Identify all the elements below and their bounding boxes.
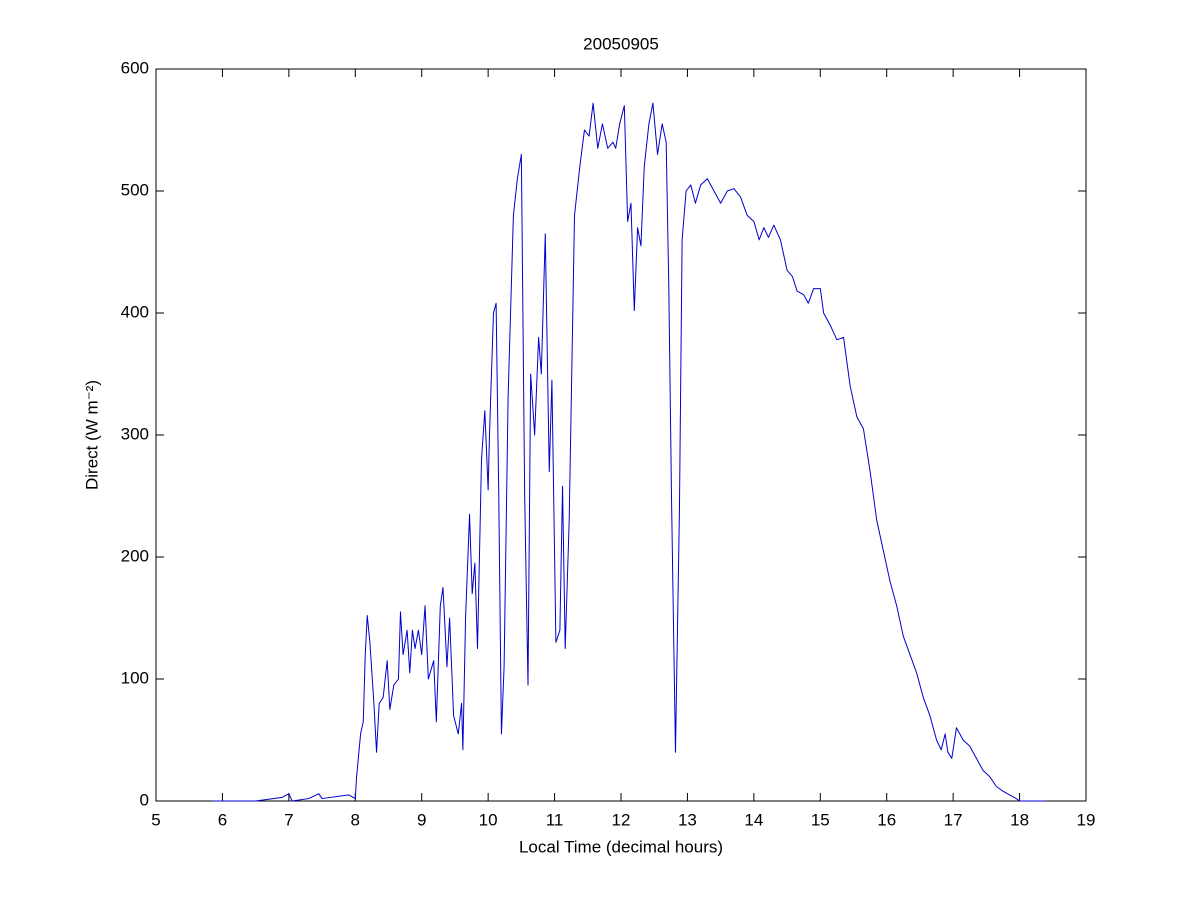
- x-tick-label: 10: [479, 810, 498, 829]
- y-tick-label: 0: [140, 790, 149, 809]
- x-tick-label: 16: [877, 810, 896, 829]
- chart-title: 20050905: [583, 34, 659, 53]
- x-tick-label: 8: [351, 810, 360, 829]
- x-tick-label: 9: [417, 810, 426, 829]
- x-tick-label: 6: [218, 810, 227, 829]
- plot-area: [155, 68, 1087, 802]
- y-tick-label: 200: [121, 546, 149, 565]
- x-tick-label: 5: [151, 810, 160, 829]
- y-tick-label: 400: [121, 302, 149, 321]
- x-tick-label: 17: [944, 810, 963, 829]
- y-tick-label: 300: [121, 424, 149, 443]
- x-tick-label: 15: [811, 810, 830, 829]
- y-axis-label: Direct (W m⁻²): [82, 380, 101, 490]
- x-tick-label: 7: [284, 810, 293, 829]
- x-tick-label: 14: [744, 810, 763, 829]
- y-tick-label: 600: [121, 58, 149, 77]
- x-tick-label: 11: [546, 810, 564, 829]
- x-tick-label: 13: [678, 810, 697, 829]
- x-tick-label: 12: [612, 810, 631, 829]
- data-line: [212, 102, 1047, 802]
- x-axis-label: Local Time (decimal hours): [519, 837, 723, 856]
- y-tick-label: 500: [121, 180, 149, 199]
- x-tick-label: 19: [1077, 810, 1096, 829]
- y-tick-label: 100: [121, 668, 149, 687]
- x-tick-label: 18: [1010, 810, 1029, 829]
